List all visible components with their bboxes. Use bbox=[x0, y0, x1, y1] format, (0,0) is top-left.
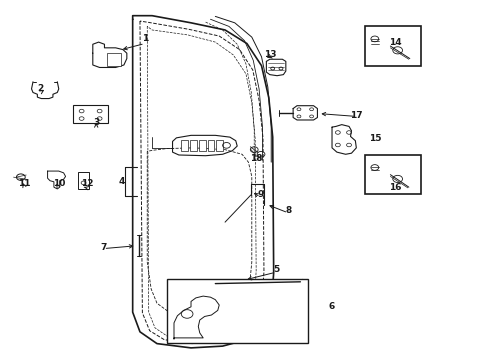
Text: 17: 17 bbox=[349, 111, 362, 120]
Bar bbox=[207, 140, 214, 151]
Text: 13: 13 bbox=[263, 50, 275, 59]
Text: 3: 3 bbox=[93, 118, 99, 127]
Bar bbox=[199, 140, 205, 151]
Bar bbox=[216, 140, 223, 151]
Text: 9: 9 bbox=[257, 190, 263, 199]
Bar bbox=[107, 53, 121, 66]
Bar bbox=[365, 155, 420, 194]
Text: 1: 1 bbox=[142, 35, 148, 44]
Text: 11: 11 bbox=[19, 179, 31, 188]
Text: 10: 10 bbox=[53, 179, 65, 188]
Bar bbox=[365, 26, 420, 66]
Text: 4: 4 bbox=[119, 177, 125, 186]
Text: 16: 16 bbox=[388, 183, 401, 192]
Text: 7: 7 bbox=[100, 243, 106, 252]
Text: 6: 6 bbox=[328, 302, 334, 311]
Text: 8: 8 bbox=[285, 206, 291, 215]
Bar bbox=[181, 140, 188, 151]
Bar bbox=[78, 172, 89, 189]
Bar bbox=[190, 140, 197, 151]
Text: 5: 5 bbox=[272, 265, 279, 274]
Bar bbox=[166, 279, 307, 343]
Text: 14: 14 bbox=[388, 38, 401, 47]
Text: 15: 15 bbox=[369, 134, 381, 143]
Text: 12: 12 bbox=[81, 179, 93, 188]
Text: 2: 2 bbox=[37, 84, 43, 93]
Text: 18: 18 bbox=[250, 154, 263, 163]
Bar bbox=[73, 105, 108, 123]
